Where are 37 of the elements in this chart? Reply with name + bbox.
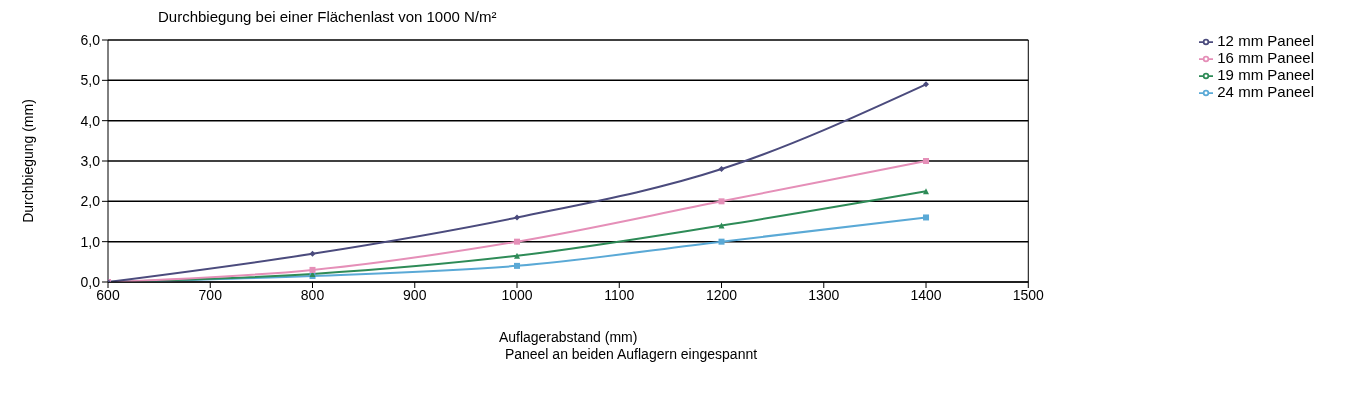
y-tick-label: 1,0 — [80, 233, 101, 250]
y-tick-label: 3,0 — [80, 152, 101, 169]
legend-label: 24 mm Paneel — [1217, 83, 1314, 101]
point — [309, 250, 316, 257]
x-tick-label: 1100 — [604, 286, 635, 303]
x-tick-label: 1300 — [808, 286, 840, 303]
y-tick-label: 5,0 — [80, 72, 101, 89]
point — [718, 238, 725, 245]
x-tick-label: 1200 — [705, 286, 738, 303]
x-tick-label: 700 — [198, 286, 223, 303]
text: Paneel an beiden Auflagern eingespannt — [503, 346, 759, 362]
point — [718, 198, 725, 205]
point — [514, 214, 521, 221]
point — [923, 81, 930, 88]
point — [718, 166, 725, 173]
point — [514, 252, 521, 259]
legend-label: 12 mm Paneel — [1217, 32, 1314, 49]
legend-label: 16 mm Paneel — [1217, 49, 1314, 67]
point — [923, 188, 930, 195]
point — [923, 158, 930, 164]
chart-title: Durchbiegung bei einer Flächenlast von 1000 N/m² — [157, 8, 498, 27]
x-tick-label: 900 — [403, 286, 427, 303]
point — [514, 262, 521, 269]
point — [923, 214, 930, 221]
x-axis-title: Auflagerabstand (mm) — [498, 329, 638, 345]
point — [514, 238, 521, 245]
x-tick-label: 1500 — [1012, 286, 1045, 303]
y-axis-title: Durchbiegung (mm) — [19, 99, 36, 223]
point — [718, 222, 725, 229]
y-tick-label: 6,0 — [80, 31, 101, 48]
legend-label: 19 mm Paneel — [1217, 66, 1314, 84]
x-tick-label: 800 — [300, 286, 325, 303]
point — [309, 266, 316, 273]
x-tick-label: 1400 — [910, 286, 942, 303]
y-tick-label: 4,0 — [80, 112, 101, 129]
y-tick-label: 2,0 — [80, 193, 101, 210]
x-tick-label: 1000 — [501, 286, 533, 303]
